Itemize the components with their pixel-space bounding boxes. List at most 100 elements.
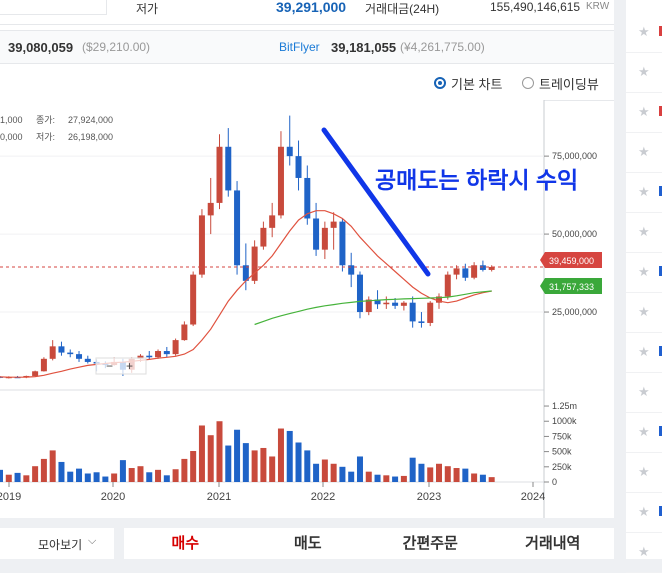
tab-trade-history[interactable]: 거래내역 — [525, 535, 581, 552]
volume-bar — [163, 475, 170, 482]
volume-bar — [260, 447, 267, 482]
collect-view-box[interactable]: 모아보기 ⌵ — [0, 528, 114, 559]
info-close-label: 종가: — [36, 115, 55, 125]
candle-body — [383, 302, 390, 305]
radio-selected-icon — [434, 77, 446, 89]
star-icon[interactable]: ★ — [638, 544, 650, 559]
main-panel: 저가 39,291,000 거래대금(24H) 155,490,146,615 … — [0, 0, 614, 559]
price-chart-area[interactable]: 1,000 종가: 27,924,000 0,000 저가: 26,198,00… — [0, 100, 614, 518]
candle-body — [32, 371, 39, 376]
volume-bar — [32, 466, 39, 482]
watchlist-row[interactable]: ★ — [626, 532, 662, 573]
candle-body — [172, 340, 179, 355]
star-icon[interactable]: ★ — [638, 224, 650, 239]
candle-body — [330, 221, 337, 228]
candle-body — [400, 302, 407, 306]
candle-body — [207, 202, 214, 216]
volume-bar — [93, 472, 100, 482]
year-tick-label: 2019 — [0, 491, 21, 503]
watchlist-row[interactable]: ★ — [626, 132, 662, 173]
candle-body — [76, 354, 83, 359]
moving-average-green-line — [254, 290, 492, 326]
tab-buy[interactable]: 매수 — [171, 535, 200, 552]
volume-bar — [418, 463, 425, 482]
volume-bar — [234, 429, 241, 482]
candle-body — [84, 358, 91, 362]
star-icon[interactable]: ★ — [638, 344, 650, 359]
volume-bar — [216, 421, 223, 482]
volume-bar — [146, 472, 153, 482]
watchlist-row[interactable]: ★ — [626, 212, 662, 253]
candle-body — [321, 227, 328, 250]
watchlist-row[interactable]: ★ — [626, 292, 662, 333]
volume-tick-label: 1000k — [552, 416, 577, 426]
tab-sell[interactable]: 매도 — [293, 535, 322, 552]
candlesticks — [0, 115, 495, 379]
downtrend-annotation-line — [321, 127, 431, 277]
star-icon[interactable]: ★ — [638, 144, 650, 159]
collect-view-label: 모아보기 — [38, 538, 83, 552]
volume-bar — [207, 435, 214, 482]
info-line1-left: 1,000 — [0, 115, 23, 125]
star-icon[interactable]: ★ — [638, 464, 650, 479]
volume-bar — [5, 474, 12, 482]
star-icon[interactable]: ★ — [638, 104, 650, 119]
volume-bar — [225, 445, 232, 482]
drag-handle[interactable]: − + — [95, 357, 147, 375]
bitflyer-label[interactable]: BitFlyer — [279, 40, 320, 54]
watchlist-row[interactable]: ★ — [626, 492, 662, 533]
star-icon[interactable]: ★ — [638, 304, 650, 319]
tab-simple-order[interactable]: 간편주문 — [402, 535, 458, 552]
volume-bar — [0, 469, 3, 482]
star-icon[interactable]: ★ — [638, 424, 650, 439]
volume-bar — [348, 471, 355, 482]
star-icon[interactable]: ★ — [638, 24, 650, 39]
volume-bar — [137, 466, 144, 482]
candlestick-chart[interactable]: 1,000 종가: 27,924,000 0,000 저가: 26,198,00… — [0, 100, 614, 518]
candle-body — [198, 215, 205, 275]
volume-tick-label: 500k — [552, 447, 572, 457]
candle-body — [234, 190, 241, 266]
candle-body — [251, 246, 258, 281]
watchlist-row[interactable]: ★ — [626, 52, 662, 93]
watchlist-row[interactable]: ★ — [626, 452, 662, 493]
year-tick-label: 2024 — [521, 491, 545, 503]
watchlist-row[interactable]: ★ — [626, 12, 662, 53]
watchlist-column: ★ ★ ★ ★ ★ ★ ★ ★ ★ ★ ★ ★ ★ ★ — [626, 0, 662, 573]
candle-body — [277, 146, 284, 216]
volume-bar — [190, 451, 197, 482]
star-icon[interactable]: ★ — [638, 504, 650, 519]
change-indicator — [659, 26, 662, 36]
candle-body — [137, 355, 144, 359]
watchlist-row[interactable]: ★ — [626, 252, 662, 293]
watchlist-row[interactable]: ★ — [626, 372, 662, 413]
watchlist-row[interactable]: ★ — [626, 172, 662, 213]
candle-body — [163, 351, 170, 355]
basic-chart-radio[interactable]: 기본 차트 — [434, 75, 502, 92]
star-icon[interactable]: ★ — [638, 384, 650, 399]
candle-body — [365, 299, 372, 313]
volume-bar — [84, 473, 91, 482]
star-icon[interactable]: ★ — [638, 64, 650, 79]
low-price-label: 저가 — [136, 2, 159, 16]
tradingview-radio[interactable]: 트레이딩뷰 — [522, 75, 599, 92]
candle-body — [356, 274, 363, 313]
candle-body — [392, 302, 399, 306]
volume-bar — [479, 474, 486, 482]
watchlist-row[interactable]: ★ — [626, 92, 662, 133]
zoom-minus-icon[interactable]: − — [106, 359, 113, 373]
volume-bar — [392, 476, 399, 482]
change-indicator — [659, 186, 662, 196]
volume-bar — [67, 471, 74, 482]
ma-price-tag: 31,757,333 — [540, 278, 602, 294]
watchlist-row[interactable]: ★ — [626, 412, 662, 453]
price-tick-label: 75,000,000 — [552, 151, 597, 161]
exchange-price-row: 39,080,059 ($29,210.00) BitFlyer 39,181,… — [0, 30, 614, 64]
candle-body — [471, 265, 478, 278]
watchlist-row[interactable]: ★ — [626, 332, 662, 373]
change-indicator — [659, 346, 662, 356]
star-icon[interactable]: ★ — [638, 264, 650, 279]
zoom-plus-icon[interactable]: + — [126, 359, 133, 373]
star-icon[interactable]: ★ — [638, 184, 650, 199]
volume-tick-label: 750k — [552, 431, 572, 441]
